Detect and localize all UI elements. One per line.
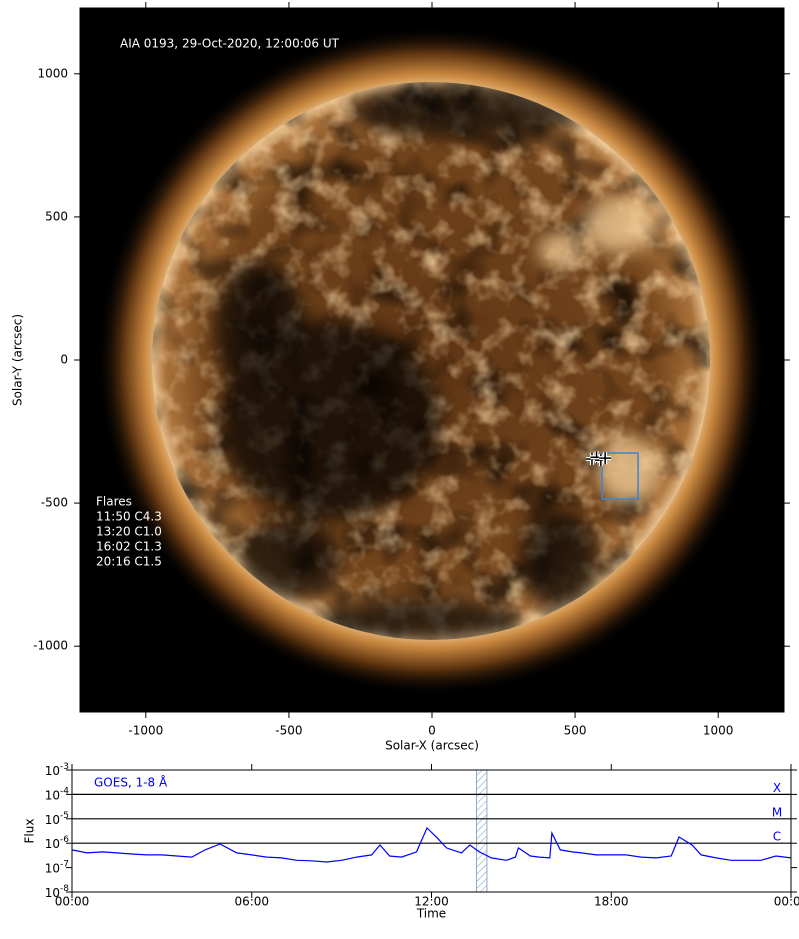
- y-axis-label: Flux: [23, 819, 37, 844]
- y-tick-base: 10: [45, 812, 60, 826]
- y-tick-label: 10-4: [45, 786, 70, 802]
- disk-texture: [152, 82, 710, 640]
- y-tick-label: -1000: [33, 639, 68, 653]
- time-highlight: [475, 769, 488, 893]
- flux-line: [71, 826, 792, 863]
- x-tick-label: 18:00: [594, 895, 629, 909]
- x-tick-label: 0: [428, 724, 436, 738]
- y-tick-exponent: -6: [60, 835, 69, 845]
- y-tick-label: 0: [60, 353, 68, 367]
- x-tick-label: 00:00: [774, 895, 799, 909]
- flare-entry: 11:50 C4.3: [96, 510, 162, 524]
- x-tick-label: 12:00: [414, 895, 449, 909]
- y-tick-base: 10: [45, 837, 60, 851]
- flare-marker: [599, 452, 612, 465]
- y-tick-base: 10: [45, 861, 60, 875]
- y-tick-base: 10: [45, 764, 60, 778]
- y-tick-label: 10-8: [45, 884, 70, 900]
- x-tick-label: 1000: [703, 724, 734, 738]
- class-level-label: M: [772, 805, 782, 819]
- y-tick-exponent: -4: [60, 786, 69, 796]
- y-tick-base: 10: [45, 788, 60, 802]
- image-title: AIA 0193, 29-Oct-2020, 12:00:06 UT: [120, 37, 340, 51]
- x-axis-label: Solar-X (arcsec): [385, 739, 479, 753]
- y-tick-exponent: -3: [60, 762, 69, 772]
- plot-background: [72, 770, 791, 892]
- x-tick-label: -1000: [128, 724, 163, 738]
- y-tick-exponent: -7: [60, 859, 69, 869]
- y-tick-label: 10-7: [45, 859, 69, 875]
- y-tick-exponent: -8: [60, 884, 69, 894]
- x-tick-label: 500: [564, 724, 587, 738]
- x-tick-label: 06:00: [234, 895, 269, 909]
- sun-image: [80, 8, 784, 712]
- x-tick-label: -500: [275, 724, 302, 738]
- y-tick-label: 10-5: [45, 810, 69, 826]
- y-axis-label: Solar-Y (arcsec): [11, 314, 25, 406]
- flare-entry: 16:02 C1.3: [96, 540, 162, 554]
- plot-title: GOES, 1-8 Å: [94, 775, 168, 790]
- y-tick-exponent: -5: [60, 810, 69, 820]
- x-tick-label: 00:00: [55, 895, 90, 909]
- flare-entry: 20:16 C1.5: [96, 555, 162, 569]
- y-tick-label: 1000: [37, 66, 68, 80]
- x-axis-label: Time: [416, 907, 446, 921]
- y-tick-label: 500: [45, 209, 68, 223]
- y-tick-label: 10-6: [45, 835, 70, 851]
- marker-cross: [599, 452, 612, 465]
- flare-entry: 13:20 C1.0: [96, 525, 162, 539]
- y-tick-base: 10: [45, 886, 60, 900]
- flares-title: Flares: [96, 495, 132, 509]
- y-tick-label: 10-3: [45, 762, 69, 778]
- region-box: [601, 452, 639, 500]
- class-level-label: X: [773, 781, 781, 795]
- class-level-label: C: [773, 830, 781, 844]
- y-tick-label: -500: [41, 496, 68, 510]
